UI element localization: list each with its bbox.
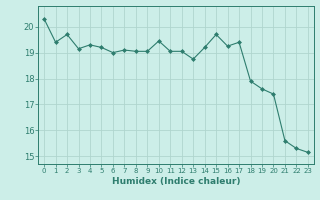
- X-axis label: Humidex (Indice chaleur): Humidex (Indice chaleur): [112, 177, 240, 186]
